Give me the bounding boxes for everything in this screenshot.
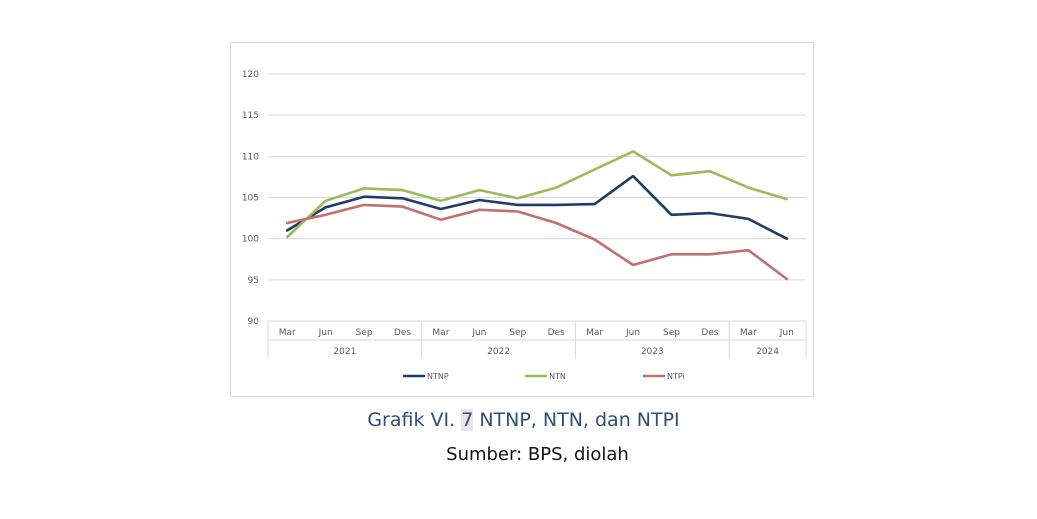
x-tick-label: Des	[394, 328, 411, 338]
x-tick-label: Sep	[509, 328, 526, 338]
legend-label: NTN	[549, 372, 566, 381]
chart-frame: 90 95 100 105 110 115 120 Mar Jun Sep Des Mar Jun Se…	[230, 42, 814, 397]
y-tick-label: 90	[248, 317, 260, 327]
x-tick-label: Mar	[586, 328, 603, 338]
year-group-label: 2023	[641, 347, 664, 357]
x-tick-label: Sep	[356, 328, 373, 338]
x-tick-label: Mar	[740, 328, 757, 338]
caption-suffix: NTNP, NTN, dan NTPI	[473, 409, 680, 431]
x-tick-label: Des	[701, 328, 718, 338]
legend-label: NTPi	[667, 372, 685, 381]
x-tick-label: Jun	[779, 328, 794, 338]
figure-caption: Grafik VI. 7 NTNP, NTN, dan NTPI	[0, 409, 1037, 431]
line-chart: 90 95 100 105 110 115 120 Mar Jun Sep Des Mar Jun Se…	[242, 70, 807, 381]
y-tick-label: 100	[242, 235, 259, 245]
x-tick-label: Mar	[279, 328, 296, 338]
y-tick-label: 115	[242, 111, 259, 121]
x-tick-label: Mar	[432, 328, 449, 338]
y-tick-label: 110	[242, 152, 259, 162]
figure-source: Sumber: BPS, diolah	[446, 444, 629, 465]
x-tick-label: Des	[548, 328, 565, 338]
x-tick-label: Jun	[471, 328, 486, 338]
x-tick-label: Jun	[625, 328, 640, 338]
caption-prefix: Grafik VI.	[367, 409, 462, 431]
series-line-ntpi	[285, 203, 789, 281]
caption-number: 7	[461, 409, 474, 431]
year-group-label: 2024	[756, 347, 779, 357]
y-tick-label: 95	[248, 276, 259, 286]
x-tick-label: Sep	[663, 328, 680, 338]
series-line-ntnp	[285, 174, 789, 240]
x-tick-label: Jun	[318, 328, 333, 338]
legend-label: NTNP	[427, 372, 449, 381]
y-tick-label: 120	[242, 70, 259, 80]
year-group-label: 2021	[333, 347, 356, 357]
series-line-ntn	[285, 150, 789, 239]
y-tick-label: 105	[242, 194, 259, 204]
year-group-label: 2022	[487, 347, 510, 357]
